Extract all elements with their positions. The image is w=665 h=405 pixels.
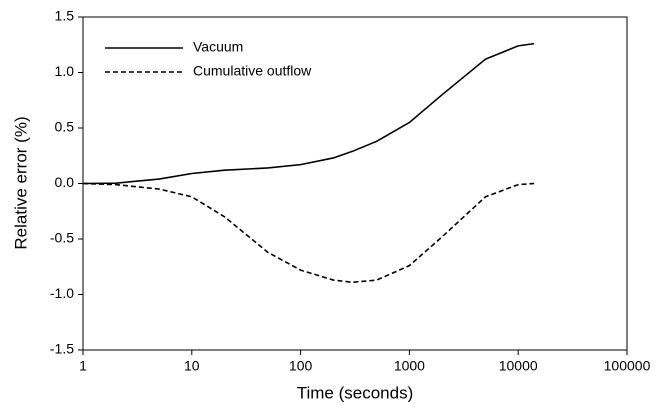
x-tick-label: 10000	[499, 358, 538, 374]
y-tick-label: 1.0	[55, 63, 75, 79]
x-tick-label: 1000	[394, 358, 425, 374]
x-tick-label: 100000	[604, 358, 651, 374]
line	[82, 42, 535, 185]
y-tick-label: -0.5	[50, 230, 74, 246]
x-tick-label: 100	[289, 358, 313, 374]
y-tick-label: -1.5	[50, 341, 74, 357]
legend-label: Cumulative outflow	[193, 63, 312, 79]
y-tick-label: -1.0	[50, 285, 74, 301]
legend-label: Vacuum	[193, 39, 243, 55]
plot-frame	[82, 16, 628, 351]
x-tick-label: 1	[79, 358, 87, 374]
y-tick-label: 0.5	[55, 119, 75, 135]
y-tick-label: 0.0	[55, 174, 75, 190]
line	[82, 182, 535, 284]
x-tick-label: 10	[184, 358, 200, 374]
y-tick-label: 1.5	[55, 8, 75, 24]
y-axis-label: Relative error (%)	[11, 116, 30, 249]
x-axis-label: Time (seconds)	[297, 383, 414, 402]
